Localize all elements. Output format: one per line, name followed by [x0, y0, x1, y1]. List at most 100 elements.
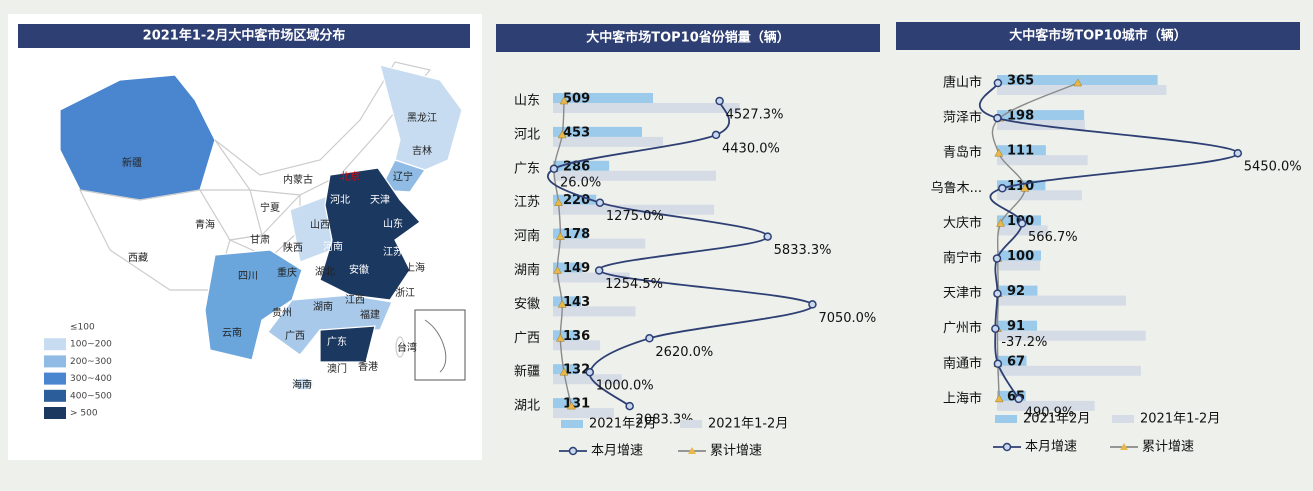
- province-label: 北京: [340, 170, 360, 183]
- map-title: 2021年1-2月大中客市场区域分布: [143, 28, 346, 44]
- province-label: 内蒙古: [283, 173, 313, 186]
- y-tick-label: 唐山市: [943, 75, 982, 91]
- province-label: 海南: [292, 378, 312, 391]
- bar-value-label: 100: [1007, 249, 1034, 264]
- y-tick-label: 山东: [514, 94, 540, 109]
- province-label: 云南: [222, 326, 242, 339]
- legend-label: 300~400: [70, 374, 112, 384]
- y-tick-label: 湖南: [514, 262, 540, 278]
- y-tick-label: 南宁市: [943, 250, 982, 266]
- province-label: 澳门: [327, 362, 347, 375]
- y-tick-label: 大庆市: [943, 215, 982, 231]
- bar: [997, 365, 1141, 376]
- line-value-label: 26.0%: [560, 175, 601, 190]
- map-legend: ≤100 100~200 200~300 300~400 400~500 > 500: [44, 323, 112, 419]
- line-marker: [595, 198, 605, 207]
- bar: [553, 272, 630, 283]
- legend-label: 100~200: [70, 340, 112, 350]
- bar-value-label: 143: [563, 295, 590, 310]
- line-marker: [1020, 183, 1030, 192]
- bar: [553, 340, 601, 351]
- line-marker: [625, 401, 634, 411]
- line-marker: [991, 324, 1000, 333]
- bar: [997, 285, 1038, 296]
- bar-value-label: 509: [563, 92, 590, 107]
- y-tick-label: 南通市: [943, 355, 982, 371]
- line-marker: [998, 184, 1007, 193]
- bar: [997, 400, 1095, 411]
- province-label: 江苏: [383, 245, 403, 258]
- province-label: 河南: [323, 240, 343, 253]
- line-marker: [994, 148, 1004, 157]
- bar: [997, 85, 1167, 95]
- line-value-label: 2083.3%: [636, 413, 694, 428]
- line-marker: [715, 96, 724, 106]
- bar: [553, 170, 717, 181]
- province-label: 湖北: [315, 266, 335, 278]
- line-marker: [555, 232, 565, 240]
- bar: [553, 160, 610, 171]
- bar: [997, 110, 1085, 121]
- line-value-label: 490.9%: [1025, 405, 1075, 420]
- bar: [553, 262, 583, 273]
- line-value-label: 1000.0%: [596, 379, 654, 394]
- line-marker: [711, 130, 721, 140]
- province-label: 天津: [370, 194, 390, 206]
- province-label: 浙江: [395, 287, 415, 299]
- bar: [553, 374, 622, 385]
- y-tick-label: 新疆: [514, 364, 540, 380]
- line-marker: [993, 289, 1002, 298]
- legend-swatch: [44, 407, 66, 419]
- bar: [553, 364, 579, 375]
- map-inset-coast: [424, 319, 447, 373]
- map-title-bar: [18, 24, 470, 48]
- y-tick-label: 河南: [514, 228, 540, 244]
- region: [319, 325, 376, 363]
- province-label: 新疆: [122, 156, 142, 169]
- bar-value-label: 132: [563, 363, 590, 378]
- line-marker: [557, 130, 567, 139]
- y-tick-label: 青岛市: [943, 145, 982, 161]
- line-marker: [559, 96, 569, 105]
- legend-label: 累计增速: [1142, 440, 1194, 455]
- bar: [997, 190, 1082, 201]
- line-value-label: 566.7%: [1028, 230, 1078, 245]
- province-label: 陕西: [283, 241, 303, 254]
- province-label: 贵州: [272, 306, 292, 319]
- line-marker: [993, 359, 1003, 369]
- y-tick-label: 河北: [514, 127, 540, 142]
- line-marker: [1014, 394, 1023, 404]
- line: [978, 82, 1239, 400]
- legend-swatch: [44, 338, 66, 351]
- line-marker: [549, 164, 559, 174]
- bar: [553, 228, 588, 239]
- province-label: 广东: [327, 335, 347, 348]
- province-label: 山东: [383, 217, 403, 230]
- province-label: 吉林: [412, 144, 432, 157]
- legend-swatch: [1112, 415, 1134, 423]
- line-value-label: 5833.3%: [774, 243, 832, 258]
- legend-label: ≤100: [70, 323, 95, 333]
- legend-label: 2021年2月: [589, 417, 656, 432]
- province-label: 山西: [310, 219, 330, 231]
- line-value-label: 1275.0%: [606, 209, 664, 224]
- y-tick-label: 广州市: [943, 320, 982, 336]
- province-label: 福建: [360, 308, 380, 321]
- legend-label: 200~300: [70, 357, 112, 367]
- line-value-label: 4527.3%: [726, 108, 784, 123]
- bar: [553, 330, 580, 341]
- line-value-label: -37.2%: [1001, 335, 1047, 350]
- y-tick-label: 乌鲁木...: [931, 180, 982, 196]
- province-label: 香港: [358, 361, 378, 373]
- province-label: 甘肃: [250, 233, 270, 246]
- province-label: 青海: [195, 218, 215, 231]
- bar: [997, 215, 1041, 226]
- legend-label: 2021年1-2月: [1140, 412, 1220, 427]
- bar: [997, 260, 1041, 271]
- line-marker: [585, 367, 595, 377]
